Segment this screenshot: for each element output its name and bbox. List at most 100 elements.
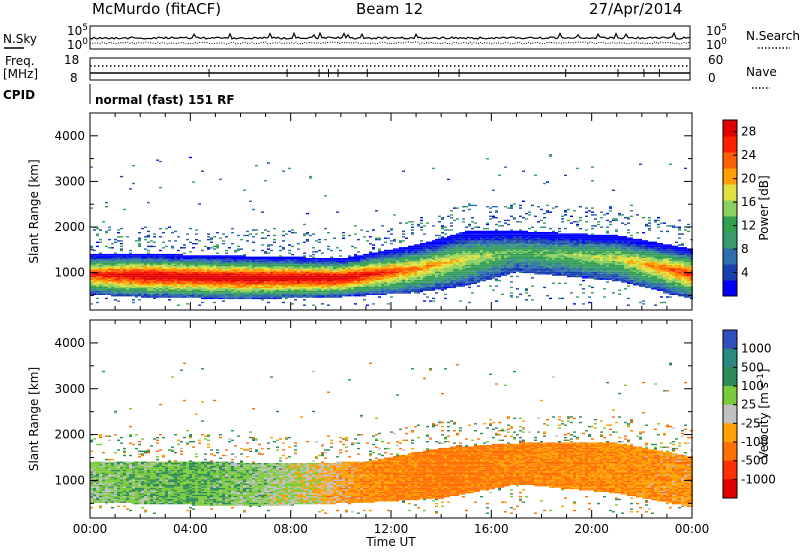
power-cell xyxy=(324,277,327,279)
power-cell xyxy=(459,256,462,258)
power-cell xyxy=(357,290,360,293)
power-cell xyxy=(441,275,444,278)
power-cell xyxy=(102,266,105,268)
power-cell xyxy=(291,271,294,274)
power-cell xyxy=(99,269,102,271)
power-cell xyxy=(375,270,378,272)
power-cell xyxy=(357,260,360,263)
power-cell xyxy=(192,264,195,267)
power-cell xyxy=(258,282,261,284)
power-cell xyxy=(267,285,270,287)
power-cell xyxy=(198,269,201,271)
power-cell xyxy=(90,303,93,305)
power-cell xyxy=(120,264,123,267)
power-cell xyxy=(273,262,276,264)
power-cell xyxy=(321,279,324,282)
power-cell xyxy=(378,281,381,283)
power-cell xyxy=(447,285,450,287)
power-cell xyxy=(273,293,276,295)
power-cell xyxy=(120,227,123,230)
power-cell xyxy=(252,249,255,252)
power-cell xyxy=(327,304,330,306)
power-cell xyxy=(234,277,237,279)
power-cell xyxy=(222,293,225,295)
power-cell xyxy=(312,251,315,253)
power-cell xyxy=(273,273,276,275)
power-cell xyxy=(222,258,225,260)
power-cell xyxy=(426,244,429,246)
power-cell xyxy=(420,253,423,256)
power-cell xyxy=(165,277,168,279)
power-cell xyxy=(309,288,312,290)
power-cell xyxy=(411,259,414,261)
power-cell xyxy=(429,277,432,279)
power-cell xyxy=(111,278,114,280)
power-cell xyxy=(435,241,438,243)
power-cell xyxy=(402,290,405,293)
power-cell xyxy=(120,281,123,283)
power-cell xyxy=(444,275,447,278)
power-cell xyxy=(390,233,393,235)
power-cell xyxy=(303,278,306,280)
power-cell xyxy=(492,247,495,249)
power-cell xyxy=(219,285,222,287)
power-cell xyxy=(123,290,126,293)
power-cell xyxy=(150,266,153,268)
power-cell xyxy=(408,260,411,263)
power-cell xyxy=(336,267,339,269)
power-cell xyxy=(348,271,351,274)
power-cell xyxy=(207,247,210,249)
power-cell xyxy=(324,269,327,271)
power-cell xyxy=(93,269,96,271)
power-cell xyxy=(255,279,258,282)
power-cell xyxy=(261,249,264,252)
power-cell xyxy=(360,270,363,272)
power-cell xyxy=(363,282,366,284)
power-cell xyxy=(189,279,192,282)
power-cell xyxy=(444,266,447,268)
power-cell xyxy=(318,241,321,243)
power-cell xyxy=(288,267,291,269)
power-cell xyxy=(336,277,339,279)
power-cell xyxy=(174,271,177,274)
power-cell xyxy=(402,252,405,254)
power-cell xyxy=(462,253,465,256)
power-cell xyxy=(108,279,111,282)
power-cell xyxy=(390,253,393,256)
power-cell xyxy=(252,277,255,279)
power-cell xyxy=(186,277,189,279)
power-cell xyxy=(498,244,501,246)
power-cell xyxy=(339,277,342,279)
power-cell xyxy=(153,233,156,235)
power-cell xyxy=(408,288,411,290)
power-cell xyxy=(501,270,504,272)
power-cell xyxy=(165,256,168,258)
power-cell xyxy=(492,256,495,258)
power-cell xyxy=(171,275,174,278)
power-cell xyxy=(471,263,474,265)
power-cell xyxy=(381,288,384,290)
power-cell xyxy=(183,266,186,268)
power-cell xyxy=(180,278,183,280)
power-cell xyxy=(222,279,225,282)
power-cell xyxy=(186,263,189,265)
power-cell xyxy=(189,288,192,290)
power-cell xyxy=(126,263,129,265)
power-cell xyxy=(489,259,492,261)
power-cell xyxy=(444,273,447,275)
power-cell xyxy=(192,273,195,275)
power-cell xyxy=(243,263,246,265)
power-cell xyxy=(390,267,393,269)
power-cell xyxy=(462,251,465,253)
power-cell xyxy=(381,278,384,280)
power-cell xyxy=(261,264,264,267)
power-cell xyxy=(471,236,474,238)
power-cell xyxy=(423,245,426,248)
power-cell xyxy=(336,275,339,278)
power-cell xyxy=(204,288,207,290)
power-cell xyxy=(198,274,201,276)
power-cell xyxy=(267,270,270,272)
power-cell xyxy=(237,281,240,283)
power-cell xyxy=(237,248,240,250)
power-cell xyxy=(255,295,258,297)
